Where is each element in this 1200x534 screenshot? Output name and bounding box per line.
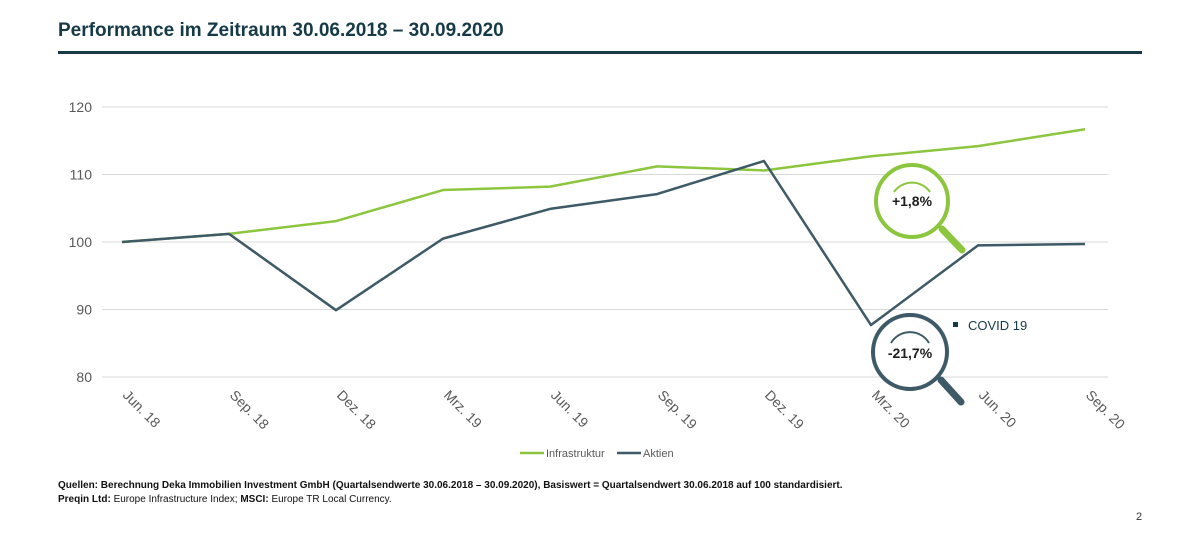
x-tick-label: Jun. 18 bbox=[120, 387, 164, 431]
y-tick-label: 110 bbox=[70, 167, 93, 183]
y-tick-label: 80 bbox=[76, 369, 92, 385]
y-tick-label: 90 bbox=[76, 302, 92, 318]
x-tick-label: Sep. 18 bbox=[227, 387, 273, 433]
x-tick-label: Jun. 19 bbox=[548, 387, 592, 431]
magnifier-negative-icon: -21,7% bbox=[871, 313, 965, 406]
annotation-positive-label: +1,8% bbox=[892, 193, 933, 209]
x-tick-label: Sep. 20 bbox=[1083, 387, 1129, 433]
magnifier-positive-icon: +1,8% bbox=[874, 163, 966, 254]
legend-label: Infrastruktur bbox=[546, 448, 605, 460]
covid-annotation: COVID 19 bbox=[953, 318, 1027, 333]
page-number: 2 bbox=[1136, 511, 1143, 523]
footer-msci-text: Europe TR Local Currency. bbox=[271, 494, 392, 505]
title-divider bbox=[58, 51, 1142, 54]
footer-preqin-label: Preqin Ltd: bbox=[58, 494, 111, 505]
x-tick-label: Sep. 19 bbox=[655, 387, 701, 433]
y-tick-label: 100 bbox=[69, 234, 93, 250]
series-line-aktien bbox=[121, 159, 1086, 327]
performance-chart: 80 90 100 110 120 Jun. 18 Sep. 18 Dez. 18 Mrz. … bbox=[69, 99, 1129, 460]
page-title: Performance im Zeitraum 30.06.2018 – 30.… bbox=[58, 20, 504, 41]
footer-msci-label: MSCI: bbox=[240, 494, 269, 505]
x-tick-label: Dez. 19 bbox=[762, 387, 808, 433]
footer-line-2: Preqin Ltd: Europe Infrastructure Index;… bbox=[58, 493, 843, 507]
y-tick-label: 120 bbox=[69, 99, 93, 115]
x-tick-label: Mrz. 20 bbox=[869, 387, 913, 431]
x-tick-label: Dez. 18 bbox=[334, 387, 380, 433]
covid-bullet-icon bbox=[953, 322, 958, 327]
footer-sources-label: Quellen: bbox=[58, 480, 99, 491]
footer-sources: Quellen: Berechnung Deka Immobilien Inve… bbox=[58, 479, 843, 507]
chart-annotations: +1,8% -21,7% COVID 19 bbox=[871, 163, 1027, 406]
grid-lines bbox=[102, 106, 1108, 378]
y-axis-tick-labels: 80 90 100 110 120 bbox=[69, 99, 93, 385]
x-tick-label: Jun. 20 bbox=[976, 387, 1020, 431]
footer-preqin-text: Europe Infrastructure Index; bbox=[113, 494, 238, 505]
footer-sources-text: Berechnung Deka Immobilien Investment Gm… bbox=[100, 480, 843, 491]
legend-label: Aktien bbox=[643, 448, 674, 460]
footer-line-1: Quellen: Berechnung Deka Immobilien Inve… bbox=[58, 479, 843, 493]
chart-legend: Infrastruktur Aktien bbox=[520, 448, 674, 460]
x-tick-label: Mrz. 19 bbox=[441, 387, 485, 431]
annotation-negative-label: -21,7% bbox=[888, 345, 933, 361]
annotation-covid-label: COVID 19 bbox=[968, 318, 1027, 333]
series-line-infrastruktur bbox=[121, 128, 1086, 244]
x-axis-tick-labels: Jun. 18 Sep. 18 Dez. 18 Mrz. 19 Jun. 19 Sep. … bbox=[120, 387, 1129, 433]
series-lines bbox=[121, 128, 1086, 327]
